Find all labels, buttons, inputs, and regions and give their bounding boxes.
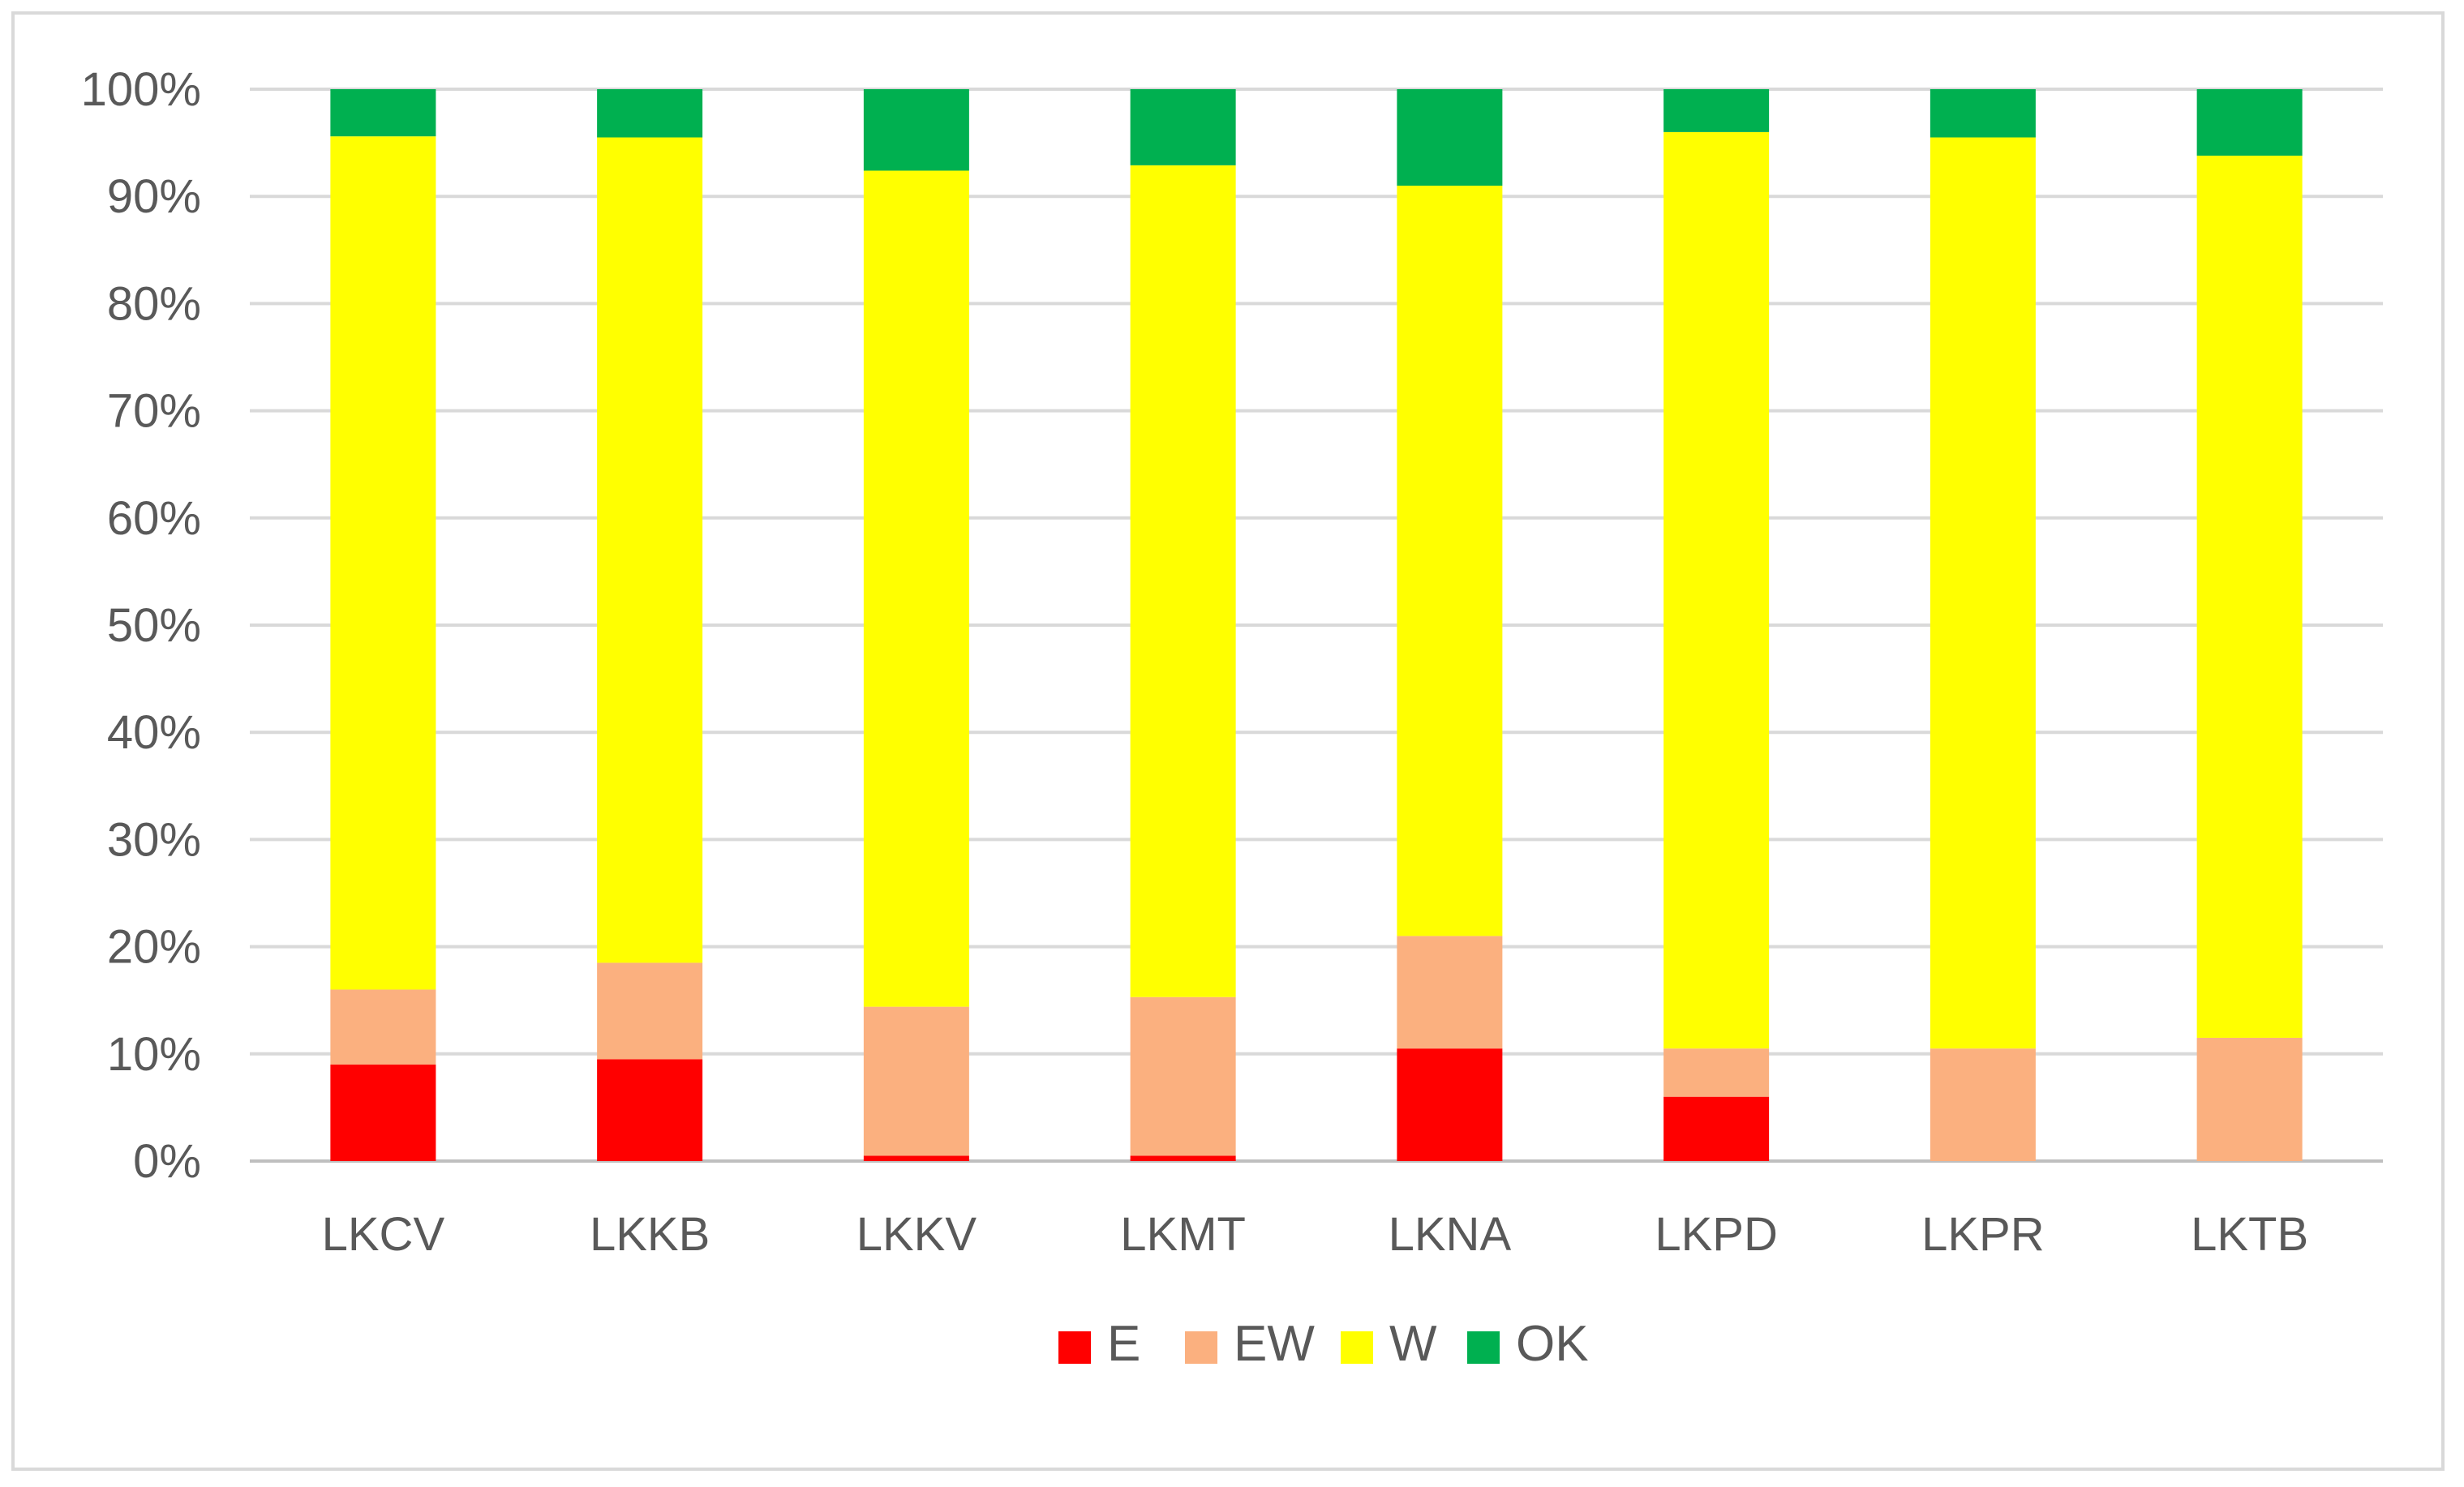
bar-segment-lkpr-w	[1930, 137, 2036, 1049]
legend-item-ew: EW	[1185, 1316, 1315, 1372]
bar-segment-lkna-e	[1397, 1048, 1503, 1161]
x-tick-label: LKMT	[1120, 1208, 1246, 1261]
legend-label: W	[1389, 1316, 1437, 1372]
bar-segment-lkcv-w	[330, 136, 436, 990]
bar-segment-lkna-w	[1397, 185, 1503, 936]
x-tick-label: LKPD	[1655, 1208, 1778, 1261]
bar-segment-lkkv-ew	[863, 1006, 969, 1156]
y-tick-label: 60%	[107, 492, 201, 545]
x-tick-label: LKNA	[1389, 1208, 1512, 1261]
legend-item-w: W	[1341, 1316, 1437, 1372]
y-tick-label: 90%	[107, 170, 201, 223]
bar-segment-lkkb-w	[597, 137, 703, 963]
stacked-bar-chart: 0%10%20%30%40%50%60%70%80%90%100% LKCV LK…	[81, 63, 2383, 1372]
bar-segment-lkpd-w	[1663, 131, 1770, 1049]
y-tick-label: 50%	[107, 599, 201, 652]
bar-segment-lktb-ew	[2196, 1037, 2303, 1161]
y-tick-label: 70%	[107, 385, 201, 438]
bar-segment-lktb-w	[2196, 155, 2303, 1038]
x-tick-label: LKTB	[2191, 1208, 2308, 1261]
x-tick-label: LKKB	[590, 1208, 710, 1261]
bar-segment-lkcv-e	[330, 1065, 436, 1161]
legend-label: E	[1107, 1316, 1140, 1372]
legend-swatch	[1058, 1331, 1091, 1364]
bar-segment-lkmt-w	[1130, 165, 1236, 997]
bar-segment-lkkb-ew	[597, 962, 703, 1060]
legend-item-ok: OK	[1467, 1316, 1589, 1372]
x-tick-label: LKKV	[856, 1208, 977, 1261]
chart-frame: 0% 10% 20% 30% 40% 50% 60% 70% 80% 90% 100% LKCV LK…	[11, 11, 2445, 1471]
bars	[330, 89, 2303, 1161]
y-tick-label: 10%	[107, 1028, 201, 1081]
y-tick-label: 80%	[107, 277, 201, 330]
bar-segment-lkcv-ew	[330, 989, 436, 1065]
legend-label: EW	[1234, 1316, 1315, 1372]
y-tick-label: 20%	[107, 921, 201, 974]
bar-segment-lkpr-ew	[1930, 1048, 2036, 1161]
y-tick-label: 40%	[107, 706, 201, 759]
legend-item-e: E	[1058, 1316, 1140, 1372]
y-tick-label: 30%	[107, 813, 201, 866]
legend-label: OK	[1516, 1316, 1589, 1372]
bar-segment-lkkb-ok	[597, 89, 703, 138]
x-tick-label: LKPR	[1921, 1208, 2045, 1261]
x-tick-label: LKCV	[322, 1208, 445, 1261]
y-tick-label: 100%	[81, 63, 201, 116]
bar-segment-lktb-ok	[2196, 89, 2303, 156]
gridlines	[250, 88, 2383, 1163]
y-tick-label: 0%	[133, 1135, 201, 1188]
bar-segment-lkkb-e	[597, 1059, 703, 1161]
legend-swatch	[1467, 1331, 1500, 1364]
bar-segment-lkkv-ok	[863, 89, 969, 171]
bar-segment-lkpd-ok	[1663, 89, 1770, 132]
bar-segment-lkmt-ok	[1130, 89, 1236, 165]
bar-segment-lkmt-ew	[1130, 996, 1236, 1156]
legend: E EW W OK	[1058, 1316, 1589, 1372]
legend-swatch	[1341, 1331, 1373, 1364]
bar-segment-lkpd-e	[1663, 1096, 1770, 1161]
bar-segment-lkpr-ok	[1930, 89, 2036, 138]
x-axis-tick-labels: LKCV LKKB LKKV LKMT LKNA LKPD LKPR LKTB	[322, 1208, 2309, 1261]
bar-segment-lkcv-ok	[330, 89, 436, 137]
bar-segment-lkpd-ew	[1663, 1048, 1770, 1097]
y-axis-tick-labels: 0% 10% 20% 30% 40% 50% 60% 70% 80% 90% 100%	[81, 63, 201, 1188]
bar-segment-lkkv-e	[863, 1155, 969, 1161]
legend-swatch	[1185, 1331, 1217, 1364]
bar-segment-lkna-ok	[1397, 89, 1503, 186]
bar-segment-lkmt-e	[1130, 1155, 1236, 1161]
bar-segment-lkna-ew	[1397, 936, 1503, 1049]
bar-segment-lkkv-w	[863, 170, 969, 1007]
